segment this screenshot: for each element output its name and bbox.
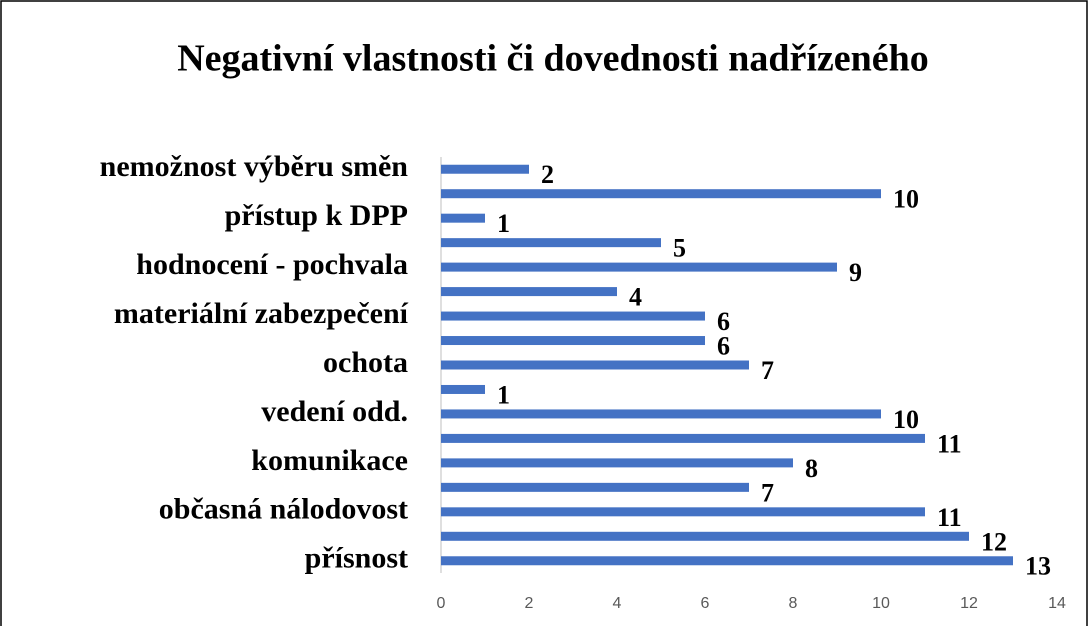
data-label: 7 (761, 356, 774, 385)
x-tick-label: 8 (789, 595, 798, 612)
bar (441, 213, 485, 223)
x-tick-label: 6 (701, 595, 710, 612)
x-tick-label: 4 (613, 595, 622, 612)
y-tick-label: nemožnost výběru směn (100, 150, 409, 183)
y-tick-label: vedení odd. (261, 395, 408, 428)
data-label: 7 (761, 478, 774, 507)
y-tick-label: ochota (323, 346, 408, 379)
bar (441, 311, 705, 321)
bar (441, 262, 837, 272)
data-label: 4 (629, 283, 642, 312)
y-tick-label: komunikace (251, 444, 408, 477)
bar (441, 287, 617, 297)
x-tick-label: 10 (872, 595, 890, 612)
bar (441, 409, 881, 419)
x-tick-label: 0 (437, 595, 446, 612)
data-label: 12 (981, 527, 1007, 556)
data-label: 8 (805, 454, 818, 483)
bar (441, 384, 485, 394)
bar (441, 458, 793, 468)
data-label: 11 (937, 429, 962, 458)
y-tick-label: občasná nálodovost (159, 493, 408, 526)
data-label: 10 (893, 405, 919, 434)
bar (441, 189, 881, 199)
bar (441, 556, 1013, 566)
y-tick-label: materiální zabezpečení (114, 297, 409, 330)
x-tick-label: 2 (525, 595, 534, 612)
bar (441, 360, 749, 370)
bar (441, 531, 969, 541)
chart-title: Negativní vlastnosti či dovednosti nadří… (177, 38, 929, 80)
bar (441, 482, 749, 492)
data-label: 9 (849, 258, 862, 287)
bar (441, 433, 925, 443)
y-tick-label: přísnost (305, 542, 408, 575)
data-label: 6 (717, 331, 730, 360)
data-label: 1 (497, 380, 510, 409)
bar (441, 238, 661, 248)
data-label: 6 (717, 307, 730, 336)
bar (441, 507, 925, 517)
bar (441, 164, 529, 174)
y-tick-label: přístup k DPP (225, 199, 408, 232)
data-label: 11 (937, 503, 962, 532)
data-label: 5 (673, 234, 686, 263)
data-label: 10 (893, 185, 919, 214)
data-label: 2 (541, 160, 554, 189)
y-tick-label: hodnocení - pochvala (136, 248, 408, 281)
bar (441, 336, 705, 346)
data-label: 13 (1025, 552, 1051, 581)
x-tick-label: 14 (1048, 595, 1066, 612)
x-tick-label: 12 (960, 595, 978, 612)
data-label: 1 (497, 209, 510, 238)
